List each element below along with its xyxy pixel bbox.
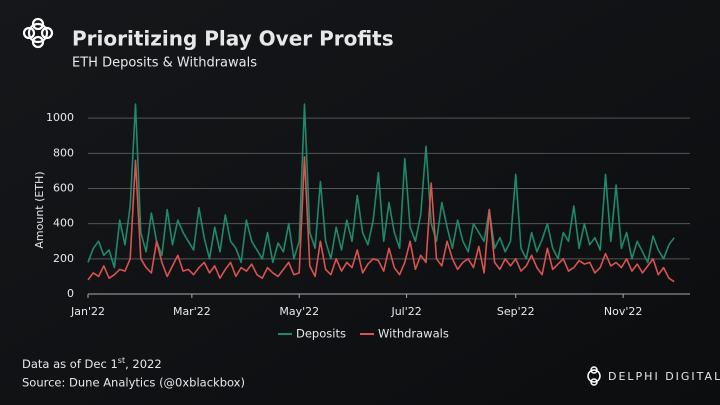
y-tick-label: 800 (53, 146, 74, 159)
legend-label: Deposits (296, 327, 346, 341)
source: Source: Dune Analytics (@0xblackbox) (22, 376, 245, 390)
x-tick-label: Nov'22 (604, 305, 643, 318)
x-tick-label: Jan'22 (70, 305, 105, 318)
x-tick-label: Mar'22 (173, 305, 211, 318)
brand-logo (587, 366, 601, 386)
x-tick-label: Jul'22 (390, 305, 421, 318)
y-tick-label: 200 (53, 252, 74, 265)
x-tick-label: Sep'22 (497, 305, 535, 318)
legend-label: Withdrawals (378, 327, 449, 341)
note-prefix: Data as of Dec 1 (22, 357, 118, 371)
data-note: Data as of Dec 1st, 2022 (22, 356, 162, 371)
y-tick-label: 1000 (46, 111, 74, 124)
subtitle: ETH Deposits & Withdrawals (72, 56, 257, 71)
note-suffix: , 2022 (125, 357, 162, 371)
note-sup: st (118, 356, 125, 365)
series-line (87, 103, 675, 269)
y-tick-label: 600 (53, 182, 74, 195)
x-tick-label: May'22 (279, 305, 319, 318)
series-line (87, 156, 675, 283)
logo (22, 17, 54, 49)
y-axis-label: Amount (ETH) (33, 171, 46, 248)
brand: DELPHI DIGITAL (608, 370, 720, 383)
y-tick-label: 0 (67, 287, 74, 300)
y-tick-label: 400 (53, 217, 74, 230)
title: Prioritizing Play Over Profits (72, 27, 394, 51)
